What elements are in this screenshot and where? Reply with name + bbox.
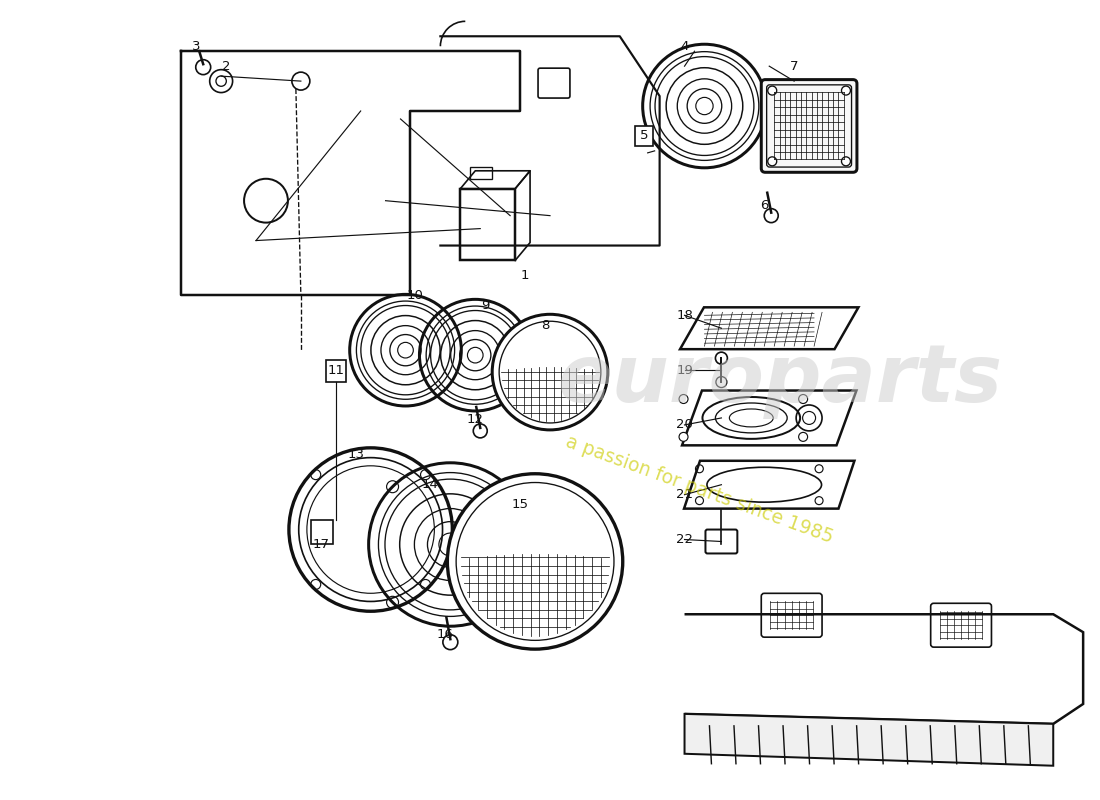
Circle shape [764, 209, 778, 222]
Text: 22: 22 [676, 533, 693, 546]
FancyBboxPatch shape [311, 519, 333, 545]
Circle shape [492, 314, 608, 430]
Text: 4: 4 [680, 40, 689, 53]
Text: 13: 13 [348, 448, 364, 462]
Circle shape [473, 424, 487, 438]
Text: europarts: europarts [557, 341, 1002, 419]
Text: 11: 11 [327, 364, 344, 377]
Circle shape [716, 377, 727, 387]
FancyBboxPatch shape [460, 189, 515, 261]
FancyBboxPatch shape [761, 80, 857, 172]
Text: 3: 3 [192, 40, 200, 53]
Circle shape [289, 448, 452, 611]
Text: 15: 15 [512, 498, 529, 511]
Circle shape [679, 394, 688, 403]
Polygon shape [684, 614, 1084, 724]
Text: 8: 8 [541, 318, 549, 332]
Circle shape [448, 474, 623, 649]
Text: a passion for parts since 1985: a passion for parts since 1985 [563, 432, 836, 547]
Circle shape [210, 70, 232, 93]
Text: 14: 14 [422, 478, 439, 491]
Text: 5: 5 [640, 130, 649, 142]
Text: 9: 9 [481, 299, 490, 312]
FancyBboxPatch shape [471, 167, 492, 178]
Circle shape [679, 432, 688, 442]
FancyBboxPatch shape [635, 126, 652, 146]
Text: 10: 10 [407, 289, 424, 302]
Polygon shape [682, 390, 857, 446]
Circle shape [799, 432, 807, 442]
Circle shape [196, 60, 211, 74]
Text: 18: 18 [676, 309, 693, 322]
Text: 12: 12 [466, 414, 484, 426]
Polygon shape [684, 461, 855, 509]
Circle shape [799, 394, 807, 403]
FancyBboxPatch shape [705, 530, 737, 554]
Text: 20: 20 [676, 418, 693, 431]
Text: 7: 7 [790, 60, 799, 73]
FancyBboxPatch shape [326, 360, 345, 382]
Text: 21: 21 [676, 488, 693, 501]
Circle shape [842, 157, 850, 166]
Circle shape [443, 634, 458, 650]
Text: 6: 6 [760, 199, 769, 212]
Circle shape [768, 157, 777, 166]
Text: 16: 16 [437, 628, 454, 641]
Text: 17: 17 [312, 538, 329, 551]
Circle shape [842, 86, 850, 95]
Text: 2: 2 [222, 60, 230, 73]
Polygon shape [684, 714, 1053, 766]
Polygon shape [680, 307, 858, 349]
Text: 1: 1 [520, 269, 529, 282]
Text: 19: 19 [676, 364, 693, 377]
Circle shape [768, 86, 777, 95]
